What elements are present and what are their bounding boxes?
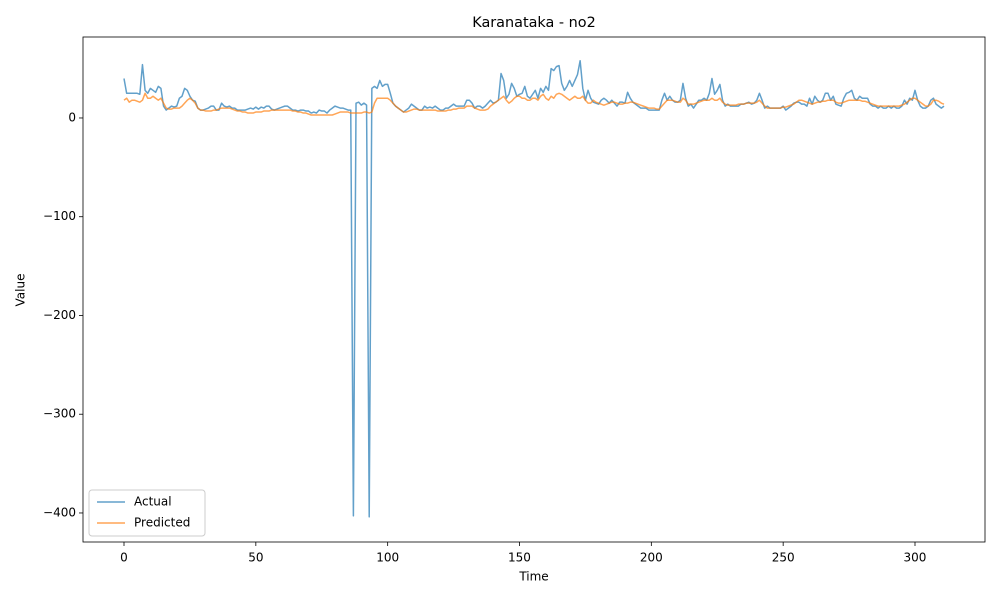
legend-label: Actual: [134, 495, 172, 509]
x-tick-label: 100: [376, 551, 399, 565]
y-tick-label: 0: [68, 110, 76, 124]
chart-title: Karanataka - no2: [472, 15, 595, 31]
x-tick-label: 50: [248, 551, 263, 565]
x-tick-label: 300: [904, 551, 927, 565]
y-tick-label: −300: [43, 407, 76, 421]
data-line: [123, 59, 945, 518]
x-tick-label: 150: [508, 551, 531, 565]
x-axis-label: Time: [518, 570, 548, 584]
y-tick-label: −100: [43, 209, 76, 223]
x-tick-label: 0: [120, 551, 128, 565]
plot-frame: [82, 36, 986, 543]
y-tick-label: −200: [43, 308, 76, 322]
legend-label: Predicted: [134, 516, 190, 530]
y-tick-label: −400: [43, 505, 76, 519]
x-tick-label: 250: [772, 551, 795, 565]
data-line: [123, 92, 945, 116]
x-tick-label: 200: [640, 551, 663, 565]
y-axis-label: Value: [14, 274, 28, 307]
